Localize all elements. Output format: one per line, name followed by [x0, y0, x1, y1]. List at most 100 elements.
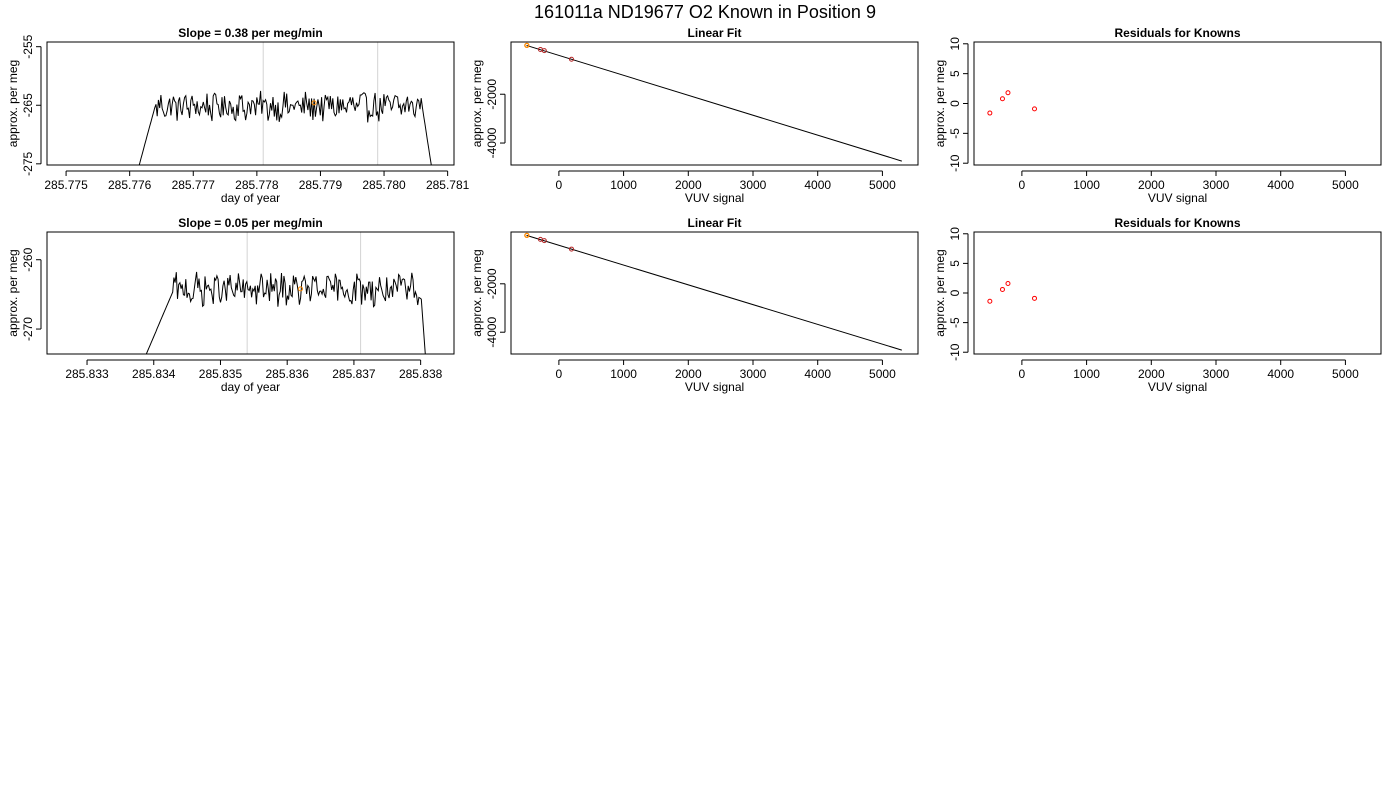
x-tick-label: 4000 [804, 367, 831, 381]
y-tick-label: -2000 [485, 79, 499, 110]
x-tick-label: 5000 [869, 178, 896, 192]
data-point [1005, 281, 1011, 287]
y-tick-label: -260 [21, 247, 35, 271]
x-tick-label: 3000 [740, 178, 767, 192]
x-tick-label: 1000 [610, 367, 637, 381]
x-tick-label: 285.776 [108, 178, 152, 192]
y-axis-label: approx. per meg [933, 249, 947, 336]
panel-r2-timeseries: Slope = 0.05 per meg/min 285.833 285.834 28… [6, 216, 455, 394]
x-tick-label: 285.777 [172, 178, 216, 192]
x-tick-label: 285.835 [199, 367, 243, 381]
y-axis-label: approx. per meg [470, 249, 484, 336]
x-tick-label: 0 [1019, 367, 1026, 381]
data-point [569, 246, 574, 252]
plot-area [524, 232, 902, 351]
x-tick-label: 285.778 [235, 178, 279, 192]
plot-area [987, 281, 1037, 304]
x-tick-label: 3000 [740, 367, 767, 381]
figure-title: 161011a ND19677 O2 Known in Position 9 [534, 2, 876, 22]
y-tick-label: -10 [948, 343, 962, 361]
x-tick-label: 285.779 [299, 178, 343, 192]
panels: Slope = 0.38 per meg/min 285.775 285.776 28… [6, 26, 1382, 394]
highlight-marker [311, 100, 317, 106]
panel-r2-linearfit: Linear Fit 0 1000 2000 3000 4000 5000 VUV signa… [470, 216, 919, 394]
x-tick-label: 285.833 [65, 367, 109, 381]
x-tick-label: 0 [556, 367, 563, 381]
plot-area [987, 90, 1037, 116]
data-point [569, 56, 574, 62]
data-point [541, 238, 547, 244]
data-point [987, 110, 993, 116]
x-tick-label: 285.775 [44, 178, 88, 192]
x-tick-label: 5000 [1332, 178, 1359, 192]
data-point [999, 286, 1005, 292]
plot-frame [46, 231, 455, 355]
y-tick-label: 5 [948, 260, 962, 267]
y-tick-label: 0 [948, 100, 962, 107]
highlight-point [524, 42, 530, 49]
y-axis-label: approx. per meg [933, 60, 947, 147]
y-tick-label: -275 [21, 152, 35, 176]
y-tick-label: -265 [21, 93, 35, 117]
time-series-line [138, 90, 432, 165]
data-point [999, 96, 1005, 102]
x-tick-label: 3000 [1203, 178, 1230, 192]
plot-frame [510, 41, 919, 166]
data-point [987, 298, 993, 304]
plot-frame [46, 41, 455, 166]
time-series-line [145, 271, 426, 354]
y-tick-label: -270 [21, 317, 35, 341]
data-point [1032, 295, 1037, 301]
plot-area [138, 42, 432, 165]
y-tick-label: -4000 [485, 317, 499, 348]
plot-frame [973, 41, 1382, 166]
data-point [541, 48, 547, 54]
plot-area [145, 232, 426, 354]
panel-title: Linear Fit [687, 26, 741, 40]
y-tick-label: -5 [948, 128, 962, 139]
panel-r1-linearfit: Linear Fit 0 1000 2000 3000 4000 5000 VUV signa… [470, 26, 919, 205]
x-tick-label: 1000 [1073, 367, 1100, 381]
fit-line [526, 44, 902, 162]
x-tick-label: 2000 [675, 178, 702, 192]
x-tick-label: 0 [556, 178, 563, 192]
panel-r2-residuals: Residuals for Knowns 0 1000 2000 3000 4000 500… [933, 216, 1382, 394]
highlight-marker [298, 286, 304, 292]
y-tick-label: -4000 [485, 127, 499, 158]
x-tick-label: 285.837 [332, 367, 376, 381]
x-tick-label: 4000 [1267, 178, 1294, 192]
x-tick-label: 5000 [869, 367, 896, 381]
y-axis-label: approx. per meg [6, 60, 20, 147]
y-axis-label: approx. per meg [470, 60, 484, 147]
plot-frame [510, 231, 919, 355]
panel-title: Residuals for Knowns [1114, 26, 1240, 40]
x-tick-label: 2000 [675, 367, 702, 381]
y-tick-label: 10 [948, 37, 962, 51]
y-tick-label: -5 [948, 317, 962, 328]
x-axis-label: VUV signal [1148, 380, 1207, 394]
plot-area [524, 42, 902, 162]
y-tick-label: -2000 [485, 268, 499, 299]
fit-line [526, 234, 902, 351]
panel-title: Linear Fit [687, 216, 741, 230]
x-axis-label: day of year [221, 380, 280, 394]
data-point [1032, 106, 1037, 112]
x-axis-label: VUV signal [685, 191, 744, 205]
plot-frame [973, 231, 1382, 355]
highlight-point [524, 232, 530, 238]
x-tick-label: 2000 [1138, 178, 1165, 192]
panel-title: Slope = 0.38 per meg/min [178, 26, 322, 40]
x-tick-label: 1000 [610, 178, 637, 192]
panel-title: Slope = 0.05 per meg/min [178, 216, 322, 230]
x-axis-label: day of year [221, 191, 280, 205]
y-axis-label: approx. per meg [6, 249, 20, 336]
x-tick-label: 4000 [804, 178, 831, 192]
panel-title: Residuals for Knowns [1114, 216, 1240, 230]
x-tick-label: 2000 [1138, 367, 1165, 381]
panel-r1-residuals: Residuals for Knowns 0 1000 2000 3000 4000 500… [933, 26, 1382, 205]
x-tick-label: 285.834 [132, 367, 176, 381]
y-tick-label: -255 [21, 34, 35, 58]
y-tick-label: -10 [948, 154, 962, 172]
x-axis-label: VUV signal [1148, 191, 1207, 205]
